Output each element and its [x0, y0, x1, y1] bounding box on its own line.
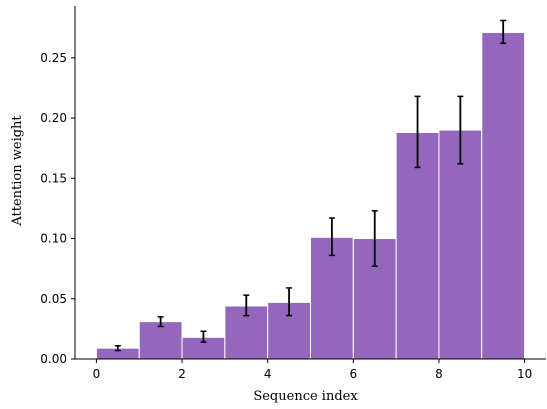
x-tick-label-4: 8 — [435, 367, 443, 381]
y-tick-label-2: 0.10 — [40, 232, 67, 246]
bars-layer — [95, 32, 526, 360]
x-tick-label-0: 0 — [93, 367, 101, 381]
error-bar-8 — [457, 95, 464, 165]
bar-1 — [138, 321, 183, 360]
error-bar-6 — [371, 210, 378, 267]
x-tick-label-3: 6 — [349, 367, 357, 381]
y-tick-label-3: 0.15 — [40, 171, 67, 185]
y-axis-label: Attention weight — [10, 115, 25, 227]
error-bar-1 — [157, 316, 164, 328]
ticks-layer: 0 2 4 6 8 10 0.00 0.05 0.10 0.15 0.20 0.25 — [40, 51, 532, 381]
error-bar-7 — [414, 95, 421, 169]
error-bar-2 — [200, 330, 207, 343]
y-tick-label-4: 0.20 — [40, 111, 67, 125]
error-bar-0 — [114, 344, 121, 352]
y-tick-label-1: 0.05 — [40, 292, 67, 306]
axes-layer — [74, 6, 546, 360]
y-tick-label-0: 0.00 — [40, 352, 67, 366]
error-bar-4 — [286, 287, 293, 317]
y-tick-label-5: 0.25 — [40, 51, 67, 65]
error-bars-layer — [114, 19, 507, 352]
bar-9 — [481, 32, 526, 360]
x-axis-label: Sequence index — [253, 389, 358, 404]
x-tick-label-1: 2 — [178, 367, 186, 381]
error-bar-5 — [328, 217, 335, 257]
error-bar-3 — [243, 294, 250, 317]
x-tick-label-2: 4 — [264, 367, 272, 381]
error-bar-9 — [500, 19, 507, 45]
x-tick-label-5: 10 — [517, 367, 532, 381]
